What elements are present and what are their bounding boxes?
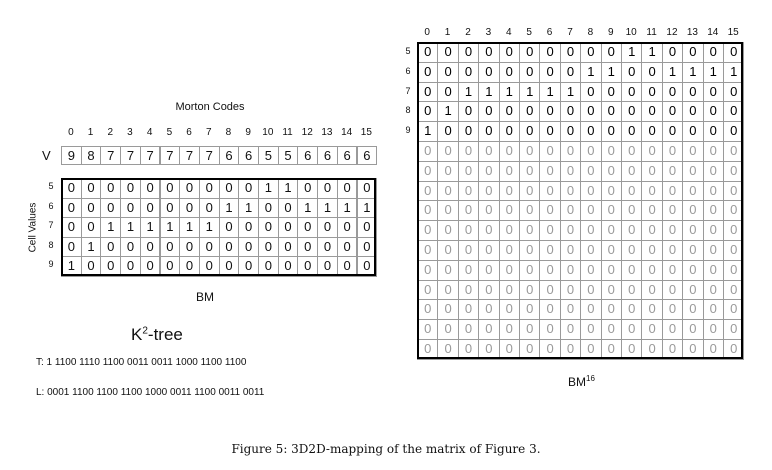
v-label: V: [42, 148, 51, 163]
v-cell: 7: [198, 146, 220, 165]
bm16-matrix-border: [417, 42, 743, 359]
right-col-index: 9: [608, 27, 614, 38]
right-col-index: 11: [646, 27, 657, 38]
v-cell: 6: [356, 146, 378, 165]
right-row-label: 9: [405, 125, 411, 136]
left-row-label: 8: [48, 239, 54, 250]
right-col-index: 8: [587, 27, 594, 38]
left-row-label: 7: [48, 220, 54, 231]
v-cell: 5: [258, 146, 279, 165]
bm16-label: BM16: [568, 374, 595, 389]
left-col-index: 2: [107, 127, 114, 138]
v-cell: 7: [139, 146, 161, 165]
right-col-index: 4: [506, 27, 512, 38]
v-cell: 6: [218, 146, 240, 165]
left-col-index: 11: [282, 127, 293, 138]
v-cell: 6: [238, 146, 259, 165]
right-col-index: 1: [444, 27, 451, 38]
k2-title-base: K: [131, 325, 143, 344]
v-cell: 7: [120, 146, 141, 165]
t-bitstring: T: 1 1100 1110 1100 0011 0011 1000 1100 …: [36, 357, 247, 368]
left-col-index: 3: [127, 127, 133, 138]
left-col-index: 15: [360, 127, 372, 138]
left-col-index: 9: [245, 127, 251, 138]
left-col-index: 10: [262, 127, 274, 138]
right-col-index: 15: [727, 27, 739, 38]
bm-cell: 0: [356, 256, 378, 277]
left-row-label: 5: [48, 181, 54, 191]
k2-tree-title: K2-tree: [131, 325, 183, 345]
left-col-index: 7: [205, 127, 212, 138]
v-cell: 7: [179, 146, 200, 165]
right-col-index: 2: [465, 27, 471, 38]
cell-values-axis-label: Cell Values: [27, 202, 39, 253]
figure-caption: Figure 5: 3D2D-mapping of the matrix of …: [231, 442, 541, 456]
v-cell: 7: [100, 146, 122, 165]
v-cell: 6: [317, 146, 338, 165]
left-col-index: 6: [186, 127, 192, 138]
bm-matrix-border: [61, 178, 376, 276]
left-col-index: 4: [146, 127, 153, 138]
right-col-index: 7: [567, 27, 573, 38]
l-bitstring: L: 0001 1100 1100 1100 1000 0011 1100 00…: [36, 387, 265, 398]
right-col-index: 3: [485, 27, 492, 38]
right-col-index: 0: [424, 27, 430, 38]
left-row-label: 6: [48, 200, 54, 211]
right-col-index: 12: [666, 27, 678, 38]
right-row-label: 7: [405, 85, 411, 96]
v-cell: 7: [159, 146, 181, 165]
right-row-label: 6: [405, 65, 411, 76]
bm-label: BM: [196, 290, 214, 304]
k2-title-rest: -tree: [147, 325, 183, 344]
left-col-index: 8: [225, 127, 232, 138]
right-col-index: 5: [526, 27, 532, 38]
morton-codes-title: Morton Codes: [175, 101, 245, 113]
right-col-index: 14: [707, 27, 719, 38]
left-col-index: 14: [341, 127, 353, 138]
k2-title-sup: 2: [142, 325, 148, 337]
v-cell: 5: [277, 146, 299, 165]
bm16-base: BM: [568, 375, 586, 389]
left-col-index: 0: [68, 127, 74, 138]
right-col-index: 13: [686, 27, 698, 38]
v-cell: 8: [80, 146, 102, 165]
bm16-sup: 16: [586, 374, 595, 383]
bm16-cell: 0: [723, 339, 745, 360]
right-col-index: 6: [546, 27, 553, 38]
right-row-label: 5: [405, 46, 411, 56]
left-col-index: 5: [166, 127, 173, 138]
right-col-index: 10: [625, 27, 637, 38]
v-cell: 9: [61, 146, 82, 165]
v-cell: 6: [336, 146, 358, 165]
right-row-label: 8: [405, 105, 411, 116]
left-col-index: 13: [321, 127, 333, 138]
left-col-index: 1: [87, 127, 94, 138]
left-col-index: 12: [301, 127, 313, 138]
v-cell: 6: [297, 146, 319, 165]
left-row-label: 9: [48, 259, 54, 270]
